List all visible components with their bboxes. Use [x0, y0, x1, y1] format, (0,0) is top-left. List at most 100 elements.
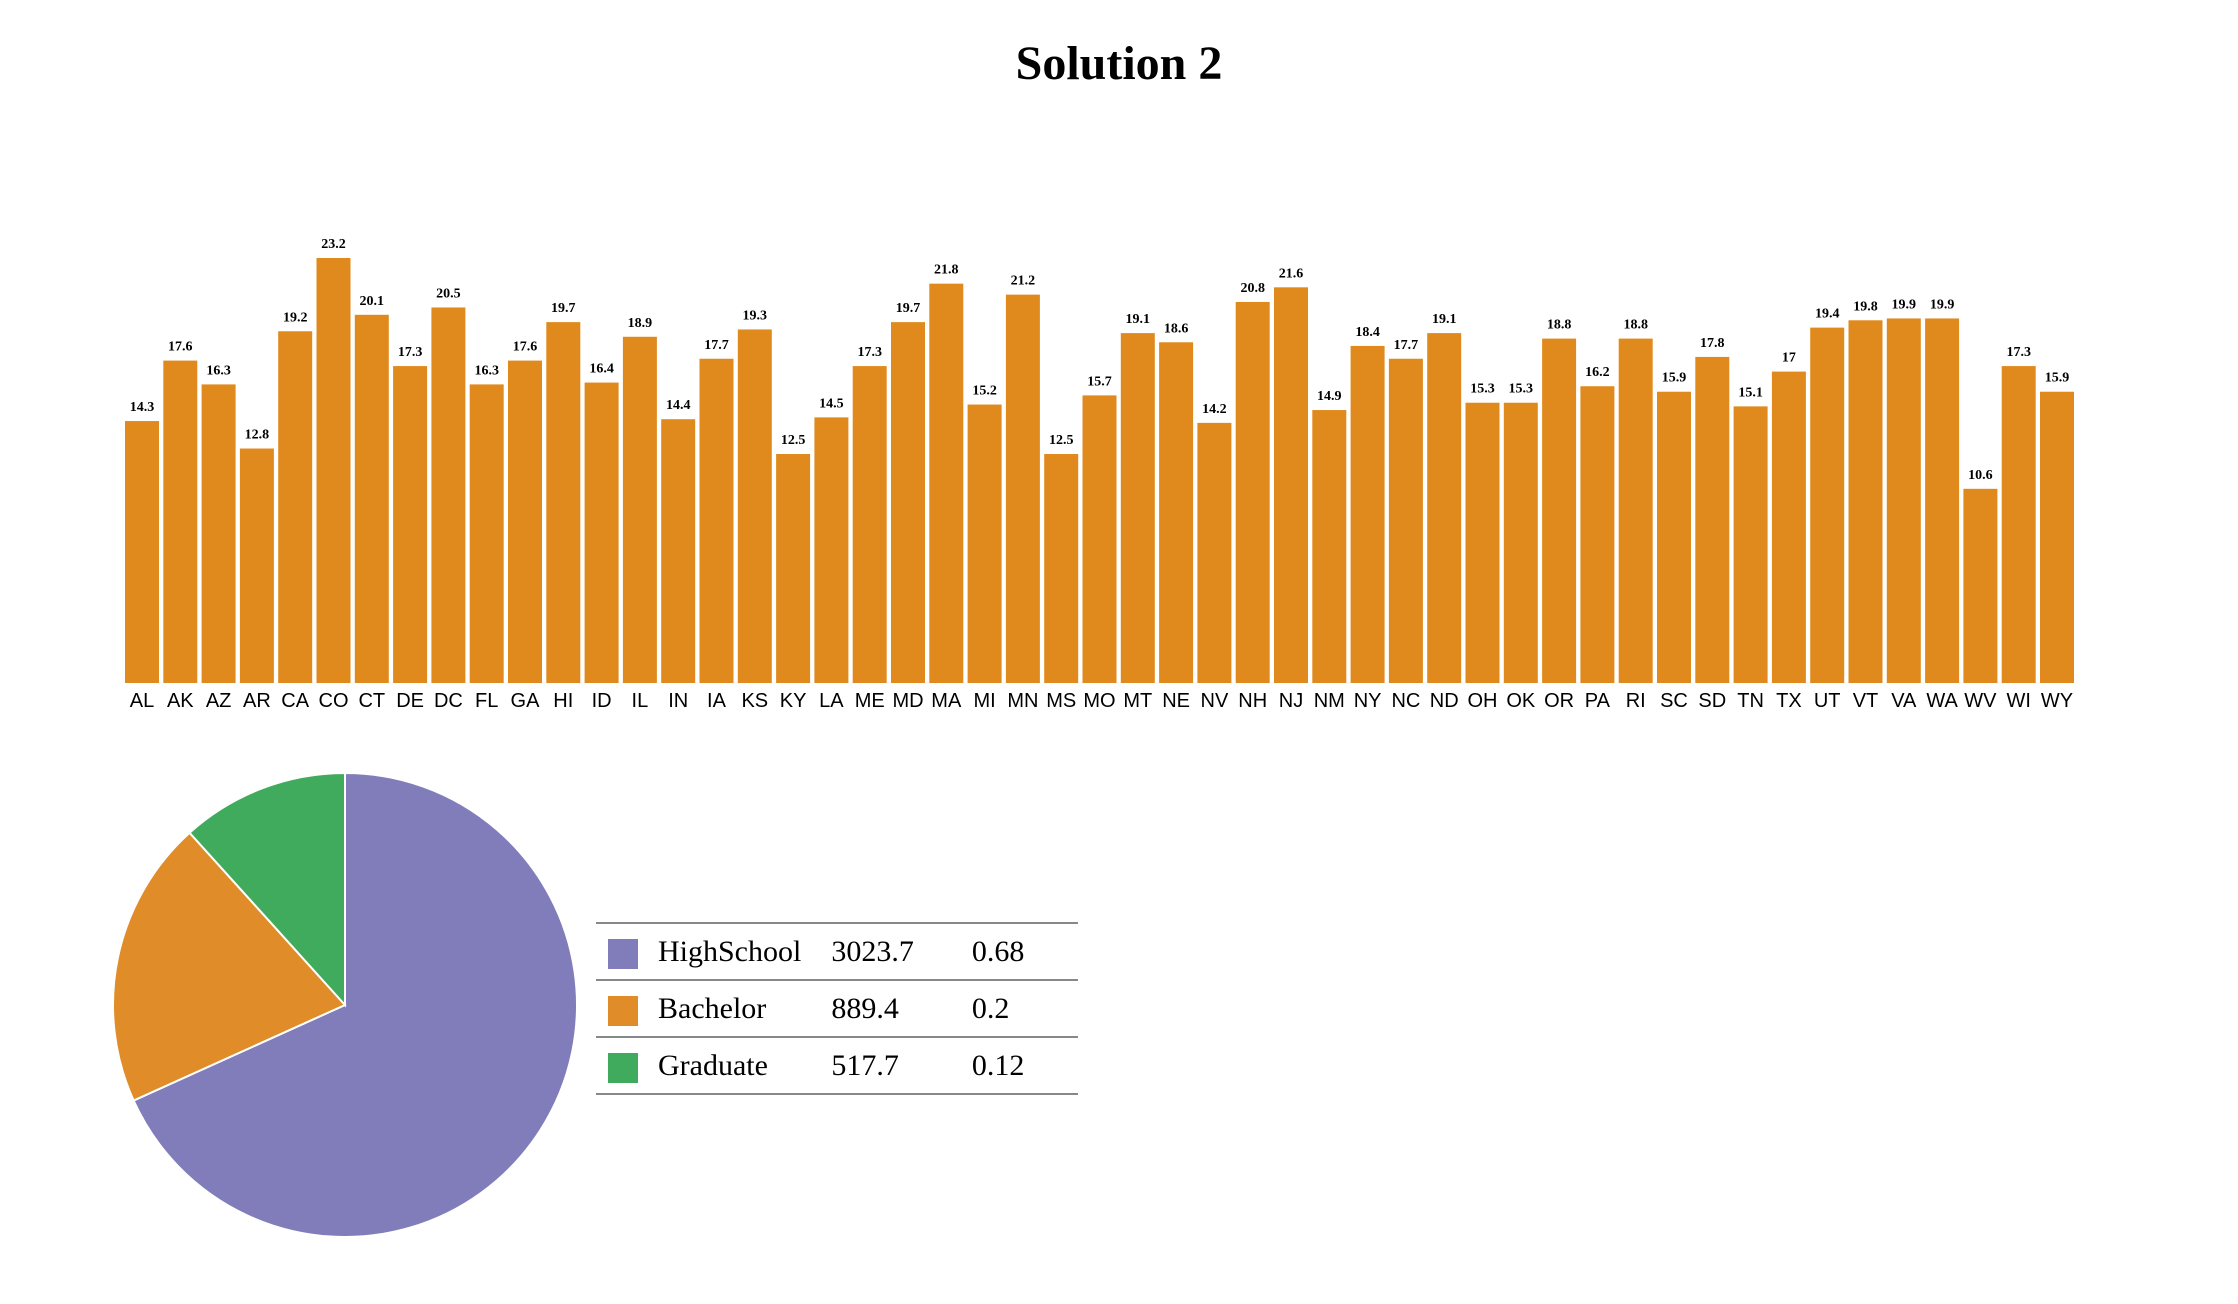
x-tick-label: NY	[1354, 690, 1382, 712]
legend-share: 0.2	[971, 991, 1010, 1025]
bar-md	[891, 322, 925, 683]
bar-value-label: 19.7	[551, 301, 576, 316]
legend-swatch-bachelor	[608, 995, 638, 1026]
bar-value-label: 17.6	[513, 340, 538, 355]
bar-la	[814, 417, 849, 683]
bar-chart: 14.3 17.6 16.3 12.8 19.2 23.2 20.1 17.3 20.5 16.3…	[125, 237, 2074, 712]
legend-label: HighSchool	[658, 934, 802, 968]
legend-swatch-cell	[596, 1037, 638, 1094]
bar-tn	[1733, 406, 1768, 683]
bar-value-label: 18.8	[1623, 318, 1648, 333]
legend-value: 889.4	[831, 991, 899, 1025]
legend-row-graduate: Graduate 517.7 0.12	[596, 1037, 1079, 1094]
bar-nc	[1388, 358, 1423, 683]
bar-value-label: 23.2	[321, 237, 346, 252]
bar-mo	[1082, 395, 1117, 683]
bar-value-label: 20.8	[1240, 281, 1265, 296]
bar-value-label: 12.5	[1049, 433, 1074, 448]
x-tick-label: WY	[2041, 690, 2073, 712]
bar-value-label: 21.6	[1279, 266, 1304, 281]
bar-ia	[699, 358, 734, 683]
bar-ri	[1618, 338, 1653, 683]
legend-share: 0.68	[971, 934, 1025, 968]
x-tick-label: NC	[1391, 690, 1420, 712]
bar-value-label: 19.1	[1432, 312, 1457, 327]
bar-value-label: 17.8	[1700, 336, 1725, 351]
legend-row-highschool: HighSchool 3023.7 0.68	[596, 923, 1079, 980]
bar-wv	[1963, 488, 1998, 683]
bar-value-label: 17	[1782, 351, 1796, 366]
x-tick-label: AL	[130, 690, 154, 712]
bar-ks	[737, 329, 772, 683]
pie-chart	[112, 771, 578, 1238]
x-tick-label: AR	[243, 690, 271, 712]
bar-value-label: 12.8	[245, 428, 270, 443]
bar-ct	[354, 314, 389, 683]
bar-wi	[2001, 366, 2036, 683]
legend-value: 3023.7	[831, 934, 914, 968]
pie-slice-bachelor	[112, 831, 347, 1102]
bar-value-label: 16.3	[474, 363, 499, 378]
x-tick-label: NE	[1162, 690, 1190, 712]
legend-swatch-graduate	[608, 1052, 638, 1083]
page-title: Solution 2	[1015, 37, 1223, 90]
x-tick-label: ME	[855, 690, 885, 712]
bar-value-label: 15.3	[1470, 382, 1495, 397]
bar-value-label: 17.6	[168, 340, 193, 355]
bar-values-group: 14.3 17.6 16.3 12.8 19.2 23.2 20.1 17.3 20.5 16.3…	[130, 237, 2070, 483]
x-tick-label: CA	[281, 690, 309, 712]
x-tick-label: NH	[1238, 690, 1267, 712]
bar-al	[125, 421, 159, 683]
x-tick-label: KS	[741, 690, 768, 712]
bar-value-label: 17.3	[2006, 345, 2031, 360]
bar-ok	[1503, 402, 1538, 683]
bar-il	[622, 336, 657, 683]
bar-nv	[1197, 422, 1232, 683]
bar-me	[852, 366, 887, 683]
bar-dc	[431, 307, 466, 683]
bar-de	[393, 366, 428, 683]
bar-value-label: 14.5	[819, 396, 844, 411]
bar-co	[316, 258, 351, 683]
x-tick-label: MA	[931, 690, 962, 712]
bar-value-label: 19.8	[1853, 299, 1878, 314]
bar-sd	[1695, 356, 1730, 683]
x-tick-label: MN	[1007, 690, 1038, 712]
bar-value-label: 14.2	[1202, 402, 1227, 417]
bar-value-label: 17.7	[1394, 338, 1419, 353]
pie-slice-graduate	[188, 771, 346, 1008]
x-tick-label: WI	[2006, 690, 2030, 712]
bar-value-label: 17.3	[398, 345, 423, 360]
x-tick-label: CO	[319, 690, 349, 712]
bar-ne	[1159, 342, 1194, 683]
x-tick-label: RI	[1626, 690, 1646, 712]
legend-label: Bachelor	[658, 991, 767, 1025]
bar-va	[1886, 318, 1921, 683]
legend-swatch-cell	[596, 923, 638, 980]
x-tick-label: MD	[892, 690, 923, 712]
bar-value-label: 14.4	[666, 398, 691, 413]
bar-value-label: 15.3	[1509, 382, 1534, 397]
bar-value-label: 15.1	[1738, 385, 1763, 400]
bar-value-label: 12.5	[781, 433, 806, 448]
bar-value-label: 19.7	[896, 301, 921, 316]
bar-mt	[1120, 333, 1155, 683]
bar-value-label: 15.2	[972, 384, 997, 399]
bar-wa	[1925, 318, 1960, 683]
bar-value-label: 19.9	[1930, 297, 1955, 312]
bar-value-label: 21.2	[1011, 274, 1036, 289]
bar-ga	[508, 360, 542, 683]
x-tick-label: VA	[1891, 690, 1917, 712]
pie-slices	[112, 771, 578, 1238]
bar-value-label: 21.8	[934, 263, 959, 278]
x-tick-label: HI	[553, 690, 573, 712]
x-tick-label: AZ	[206, 690, 232, 712]
bar-value-label: 14.9	[1317, 389, 1342, 404]
x-tick-label: AK	[167, 690, 194, 712]
bar-value-label: 15.7	[1087, 374, 1112, 389]
legend-row-bachelor: Bachelor 889.4 0.2	[596, 980, 1079, 1037]
bar-ut	[1810, 327, 1845, 683]
x-tick-label: UT	[1814, 690, 1841, 712]
x-tick-label: KY	[780, 690, 807, 712]
x-tick-label: IA	[707, 690, 727, 712]
